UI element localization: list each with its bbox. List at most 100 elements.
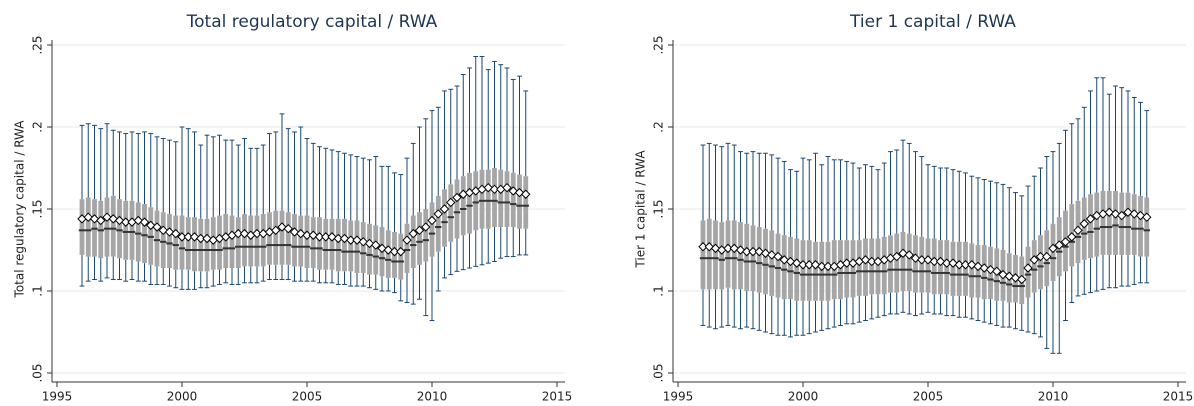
mean-marker [1054,240,1064,250]
mean-marker [196,233,206,244]
x-tick-label: 2000 [788,390,819,404]
mean-marker [748,246,758,257]
box [498,169,504,228]
y-tick-label: .2 [31,121,45,132]
box [342,218,347,272]
y-tick-label: .05 [652,363,666,382]
mean-marker [446,197,456,208]
x-tick-label: 1995 [663,390,694,404]
box [838,240,843,300]
y-tick-label: .25 [652,35,666,54]
y-tick-label: .2 [652,121,666,132]
box [504,171,510,228]
box [85,197,91,257]
box [825,241,831,301]
box [348,220,354,272]
mean-marker [892,251,902,262]
box [135,202,141,262]
mean-marker [817,261,827,272]
box [435,195,441,252]
box [198,218,204,272]
box [442,189,447,247]
mean-marker [302,230,312,240]
mean-marker [954,260,964,270]
mean-marker [1117,210,1127,221]
x-tick-label: 2015 [1163,390,1194,404]
mean-marker [177,232,187,242]
y-tick-label: .15 [31,199,45,218]
box [523,176,529,229]
mean-marker [96,215,106,226]
box [738,222,743,290]
x-tick-label: 1995 [42,390,73,404]
mean-marker [396,246,406,257]
box [160,212,166,269]
box [273,210,279,265]
box [856,240,862,296]
mean-marker [1060,237,1071,247]
box [888,235,893,293]
box [769,230,775,296]
box [925,238,931,293]
mean-marker [439,204,450,214]
x-tick-label: 2005 [292,390,323,404]
x-tick-label: 2010 [1038,390,1069,404]
mean-marker [1048,243,1058,254]
mean-marker [929,256,939,267]
box [423,209,429,262]
box [279,210,285,265]
box [731,220,737,290]
box [242,213,247,267]
box [167,213,172,269]
mean-marker [421,222,431,232]
x-tick-label: 2010 [417,390,448,404]
box [950,241,956,296]
box [248,215,254,267]
box [706,218,712,290]
box [173,215,179,270]
box [285,212,291,265]
box [129,200,135,260]
box [1144,197,1150,257]
box [192,217,197,272]
mean-marker [183,232,193,242]
box [794,238,800,301]
box [79,199,85,255]
box [894,233,900,293]
mean-marker [452,192,462,203]
y-axis-label: Total regulatory capital / RWA [13,120,27,299]
mean-marker [371,240,381,250]
box [725,220,731,288]
box [335,218,341,272]
mean-marker [433,209,443,219]
box [850,240,856,298]
mean-marker [1067,232,1077,242]
box [473,171,479,231]
box [367,223,372,275]
mean-marker [171,228,181,239]
box [969,243,975,298]
box [1113,190,1118,255]
mean-marker [333,233,343,244]
box [1031,240,1037,293]
mean-marker [804,260,814,270]
box [329,218,335,270]
box [292,213,297,267]
box [448,184,454,242]
box [235,217,241,269]
box [260,213,266,267]
box [1125,192,1131,255]
box [254,215,260,267]
mean-marker [698,242,708,252]
box [185,217,191,270]
mean-marker [402,235,412,245]
mean-marker [389,246,400,257]
mean-marker [842,258,852,268]
box [931,238,937,295]
box [906,233,912,291]
mean-marker [867,256,877,267]
mean-marker [283,223,293,234]
mean-marker [1029,255,1039,265]
mean-marker [152,222,162,232]
mean-marker [233,228,243,239]
